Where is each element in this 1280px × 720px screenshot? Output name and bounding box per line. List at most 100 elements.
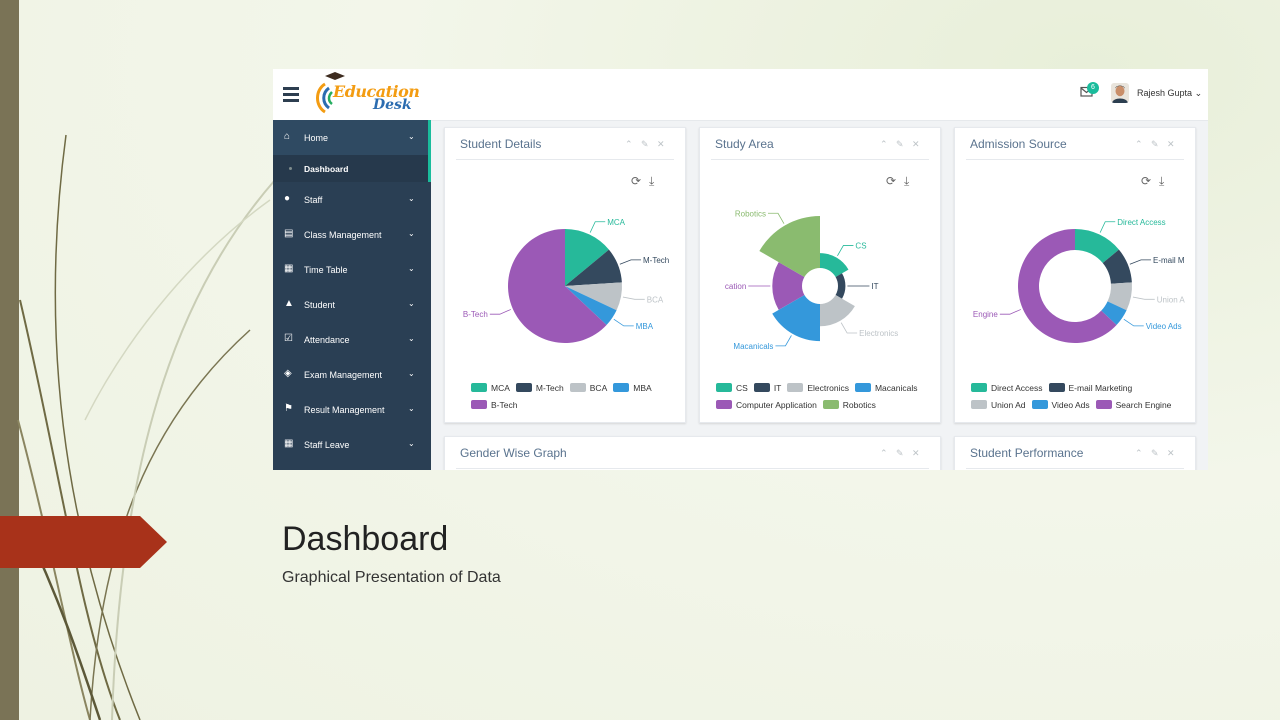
chevron-down-icon: ⌄ [408,229,415,238]
refresh-icon[interactable]: ⟳ [631,174,642,188]
sidebar-item-time-table[interactable]: ▦ Time Table ⌄ [273,252,431,287]
sidebar-item-result-management[interactable]: ⚑ Result Management ⌄ [273,392,431,427]
label-leader-line [999,309,1022,315]
legend-item[interactable]: Search Engine [1095,397,1171,414]
slice-m-tech[interactable] [565,249,622,286]
legend-item[interactable]: Union Ad [971,397,1026,414]
legend-item[interactable]: BCA [569,380,607,397]
slice-robotics[interactable] [759,216,820,277]
sidebar-item-class-management[interactable]: ▤ Class Management ⌄ [273,217,431,252]
legend-item[interactable]: CS [716,380,748,397]
legend-item[interactable]: Video Ads [1031,397,1090,414]
check-square-icon: ☑ [284,333,293,344]
sidebar-item-exam-management[interactable]: ◈ Exam Management ⌄ [273,357,431,392]
download-icon[interactable]: ⤓ [904,174,910,188]
slice-label: Macanicals [733,342,773,351]
logo-text-desk: Desk [373,97,412,113]
legend-item[interactable]: Macanicals [854,380,917,397]
settings-icon[interactable]: ✎ [1151,448,1159,458]
menu-toggle-icon[interactable] [283,87,299,102]
slice-label: Robotics [735,209,766,218]
user-avatar[interactable] [1111,83,1129,103]
sidebar-item-label: Time Table [304,265,348,275]
sidebar: ⌂ Home ⌄ Dashboard ● Staff ⌄ ▤ Class Man… [273,120,431,470]
legend-label: E-mail Marketing [1068,383,1133,393]
download-icon[interactable]: ⤓ [649,174,655,188]
close-icon[interactable]: ✕ [912,448,920,458]
sidebar-item-home[interactable]: ⌂ Home ⌄ [273,120,431,155]
app-logo[interactable]: Education Desk [313,72,420,118]
collapse-icon[interactable]: ⌃ [1135,448,1143,458]
settings-icon[interactable]: ✎ [641,139,649,149]
slice-mca[interactable] [565,229,609,286]
collapse-icon[interactable]: ⌃ [880,139,888,149]
close-icon[interactable]: ✕ [912,139,920,149]
slide-accent-arrow [0,516,167,568]
legend-item[interactable]: MBA [613,380,652,397]
legend-item[interactable]: Robotics [822,397,876,414]
slice-search-engine[interactable] [1018,229,1117,343]
slice-e-mail-marketing[interactable] [1102,249,1132,284]
legend-swatch [971,383,987,392]
legend-item[interactable]: MCA [471,380,510,397]
legend-item[interactable]: Direct Access [971,380,1043,397]
sidebar-item-staff[interactable]: ● Staff ⌄ [273,182,431,217]
slice-mba[interactable] [565,286,617,326]
refresh-icon[interactable]: ⟳ [1141,174,1152,188]
sidebar-subitem-dashboard[interactable]: Dashboard [273,155,431,182]
chart-toolbox: ⟳ ⤓ [631,174,671,188]
slice-union-ad[interactable] [1107,282,1132,311]
close-icon[interactable]: ✕ [657,139,665,149]
collapse-icon[interactable]: ⌃ [1135,139,1143,149]
settings-icon[interactable]: ✎ [896,139,904,149]
admission-source-donut-chart: Direct Access E-mail M Union A Video Ads Eng… [973,218,1185,343]
slice-direct-access[interactable] [1075,229,1119,264]
settings-icon[interactable]: ✎ [896,448,904,458]
label-leader-line [613,318,634,327]
sidebar-item-label: Staff Leave [304,440,350,450]
label-leader-line [1129,259,1152,265]
close-icon[interactable]: ✕ [1167,139,1175,149]
slice-bca[interactable] [565,282,622,311]
collapse-icon[interactable]: ⌃ [880,448,888,458]
panel-gender-wise-graph: Gender Wise Graph ⌃ ✎ ✕ [444,436,941,470]
slice-macanicals[interactable] [772,295,820,342]
legend-swatch [613,383,630,392]
slice-video-ads[interactable] [1101,301,1127,326]
settings-icon[interactable]: ✎ [1151,139,1159,149]
legend-label: M-Tech [535,383,564,393]
user-name: Rajesh Gupta [1137,88,1193,98]
close-icon[interactable]: ✕ [1167,448,1175,458]
legend-item[interactable]: Computer Application [716,397,817,414]
student-details-pie-chart: MCA M-Tech BCA MBA B-Tech [463,218,669,343]
legend-swatch [822,400,839,409]
sidebar-item-attendance[interactable]: ☑ Attendance ⌄ [273,322,431,357]
chevron-down-icon: ⌄ [408,194,415,203]
home-icon: ⌂ [284,131,291,142]
collapse-icon[interactable]: ⌃ [625,139,633,149]
user-menu[interactable]: Rajesh Gupta ⌄ [1137,88,1202,99]
app-screenshot: Education Desk 6 Rajesh Gupta ⌄ ⌂ Home ⌄… [273,69,1208,470]
slice-cs[interactable] [820,253,849,277]
legend-item[interactable]: IT [753,380,781,397]
chevron-down-icon: ⌄ [1194,88,1203,98]
legend-item[interactable]: Electronics [787,380,849,397]
legend-item[interactable]: E-mail Marketing [1048,380,1133,397]
panel-divider [966,468,1184,469]
slice-label: BCA [647,295,664,304]
logo-text-education: Education [333,82,420,101]
slice-computer-application[interactable] [772,262,805,310]
slice-it[interactable] [835,273,846,299]
sidebar-item-label: Attendance [304,335,350,345]
legend-swatch [716,400,732,409]
sidebar-item-student[interactable]: ▲ Student ⌄ [273,287,431,322]
slice-b-tech[interactable] [508,229,607,343]
legend-item[interactable]: M-Tech [515,380,564,397]
legend-item[interactable]: B-Tech [471,397,517,414]
refresh-icon[interactable]: ⟳ [886,174,897,188]
sidebar-item-staff-leave[interactable]: ▦ Staff Leave ⌄ [273,427,431,462]
sidebar-item-label: Student [304,300,336,310]
sidebar-item-label: Exam Management [304,370,383,380]
slice-electronics[interactable] [820,295,855,327]
download-icon[interactable]: ⤓ [1159,174,1165,188]
